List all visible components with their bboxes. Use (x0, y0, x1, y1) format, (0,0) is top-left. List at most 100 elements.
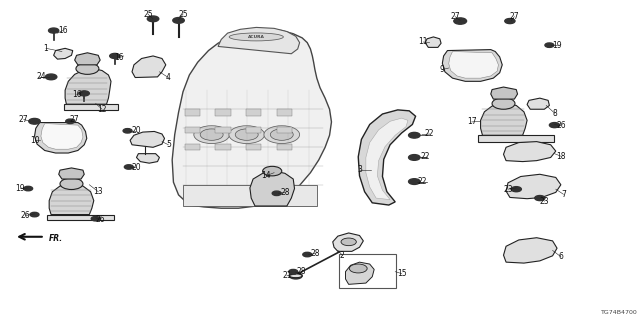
Circle shape (76, 63, 99, 74)
Bar (339, 253, 396, 288)
Polygon shape (41, 124, 83, 149)
Text: 16: 16 (58, 26, 67, 35)
Polygon shape (491, 87, 518, 99)
Text: 18: 18 (556, 152, 566, 161)
Text: 27: 27 (509, 12, 519, 21)
Text: 22: 22 (417, 177, 427, 186)
Text: ACURA: ACURA (248, 35, 265, 39)
Polygon shape (333, 233, 364, 252)
Polygon shape (358, 110, 415, 205)
Polygon shape (506, 174, 561, 199)
Text: 24: 24 (36, 72, 45, 81)
Text: 26: 26 (556, 121, 566, 130)
Text: 22: 22 (420, 152, 430, 161)
Bar (183, 185, 317, 206)
Text: 28: 28 (280, 188, 290, 197)
Text: TG74B4700: TG74B4700 (600, 310, 637, 315)
Text: 17: 17 (467, 117, 476, 126)
Circle shape (454, 18, 467, 24)
Text: 15: 15 (397, 269, 406, 278)
Bar (246, 144, 261, 150)
Bar (276, 144, 292, 150)
Bar (185, 127, 200, 133)
Text: 7: 7 (561, 190, 566, 199)
Text: 28: 28 (296, 267, 306, 276)
Text: 20: 20 (132, 126, 141, 135)
Circle shape (92, 216, 100, 221)
Circle shape (200, 129, 223, 140)
Circle shape (349, 264, 367, 273)
Text: 19: 19 (552, 41, 562, 50)
Polygon shape (75, 53, 100, 65)
Text: 25: 25 (178, 10, 188, 19)
Polygon shape (218, 28, 300, 54)
Circle shape (270, 129, 293, 140)
Circle shape (408, 132, 420, 138)
Text: 25: 25 (143, 10, 153, 19)
Bar (276, 127, 292, 133)
Text: 14: 14 (261, 172, 271, 180)
Text: 20: 20 (132, 163, 141, 172)
Circle shape (535, 196, 545, 201)
Circle shape (264, 126, 300, 143)
Circle shape (109, 53, 120, 59)
Circle shape (229, 126, 264, 143)
Text: 13: 13 (93, 187, 103, 196)
Ellipse shape (229, 33, 284, 41)
Ellipse shape (289, 274, 302, 278)
Circle shape (303, 252, 312, 257)
Polygon shape (130, 132, 164, 147)
Polygon shape (346, 262, 374, 284)
Polygon shape (442, 50, 502, 81)
Circle shape (492, 98, 515, 109)
Bar (216, 109, 231, 116)
Polygon shape (49, 184, 94, 215)
Text: 10: 10 (29, 136, 39, 145)
Circle shape (60, 178, 83, 189)
Text: 5: 5 (166, 140, 171, 149)
Bar (185, 144, 200, 150)
Bar (216, 127, 231, 133)
Circle shape (408, 155, 420, 160)
Text: 9: 9 (440, 65, 445, 74)
Text: 1: 1 (44, 44, 49, 53)
Circle shape (272, 191, 281, 196)
Polygon shape (527, 98, 549, 109)
Circle shape (549, 123, 559, 128)
Circle shape (408, 179, 420, 184)
Bar (246, 109, 261, 116)
Circle shape (289, 273, 302, 279)
Polygon shape (54, 48, 73, 59)
Bar (276, 109, 292, 116)
Text: 27: 27 (451, 12, 460, 21)
Polygon shape (172, 29, 332, 208)
Text: 4: 4 (166, 73, 171, 82)
Circle shape (341, 238, 356, 246)
Text: 21: 21 (282, 271, 292, 280)
Polygon shape (366, 118, 408, 200)
Text: 22: 22 (425, 130, 435, 139)
Circle shape (194, 126, 230, 143)
Circle shape (289, 269, 298, 274)
Circle shape (123, 129, 132, 133)
Text: 26: 26 (20, 211, 31, 220)
Circle shape (236, 129, 258, 140)
Circle shape (29, 118, 40, 124)
Circle shape (173, 18, 184, 23)
Polygon shape (132, 56, 166, 77)
Circle shape (79, 91, 90, 96)
Bar (185, 109, 200, 116)
Circle shape (45, 74, 57, 80)
Text: 12: 12 (97, 105, 107, 114)
Text: 6: 6 (559, 252, 563, 261)
Polygon shape (481, 104, 527, 135)
Bar (47, 215, 114, 220)
Circle shape (505, 19, 515, 24)
Circle shape (49, 28, 59, 33)
Circle shape (30, 212, 39, 217)
Text: FR.: FR. (49, 234, 63, 243)
Text: 8: 8 (552, 108, 557, 117)
Bar (246, 127, 261, 133)
Bar (216, 144, 231, 150)
Polygon shape (59, 168, 84, 179)
